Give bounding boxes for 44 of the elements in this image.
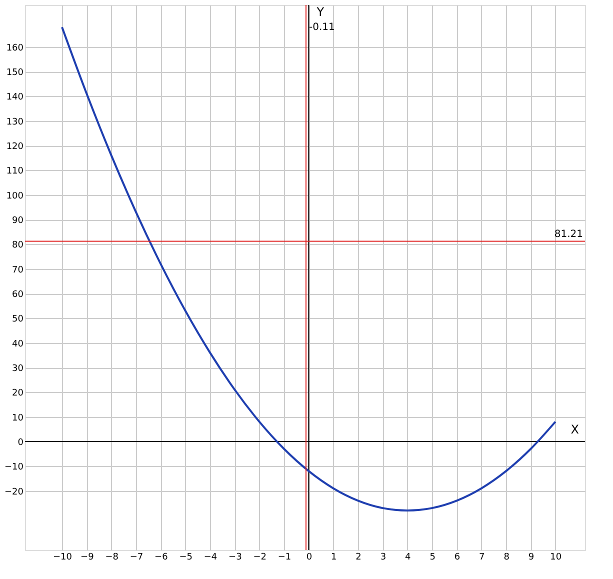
y-tick-label: 60 bbox=[12, 290, 24, 300]
x-tick-label: −7 bbox=[130, 552, 144, 562]
x-tick-label: 5 bbox=[430, 552, 436, 562]
x-tick-label: 3 bbox=[380, 552, 386, 562]
x-tick-label: 2 bbox=[356, 552, 362, 562]
x-tick-label: 0 bbox=[306, 552, 312, 562]
y-tick-label: 0 bbox=[18, 438, 24, 448]
x-tick-label: 9 bbox=[528, 552, 534, 562]
y-tick-label: 90 bbox=[12, 216, 24, 226]
y-tick-label: 150 bbox=[6, 68, 24, 78]
x-tick-label: −4 bbox=[204, 552, 218, 562]
x-tick-label: −1 bbox=[278, 552, 292, 562]
y-tick-label: 50 bbox=[12, 314, 24, 325]
y-tick-label: 110 bbox=[6, 166, 24, 177]
x-tick-label: −8 bbox=[105, 552, 119, 562]
ref-line-label: -0.11 bbox=[308, 22, 335, 33]
ref-line-label: 81.21 bbox=[554, 229, 583, 240]
x-tick-label: −2 bbox=[253, 552, 266, 562]
x-tick-label: 10 bbox=[550, 552, 562, 562]
y-tick-label: 120 bbox=[6, 142, 24, 152]
x-tick-label: −3 bbox=[228, 552, 242, 562]
y-tick-label: 10 bbox=[12, 413, 24, 424]
x-tick-label: 8 bbox=[504, 552, 510, 562]
x-tick-label: −6 bbox=[154, 552, 168, 562]
y-tick-label: 20 bbox=[12, 388, 24, 399]
x-tick-label: 4 bbox=[405, 552, 412, 562]
y-tick-label: 130 bbox=[6, 117, 24, 128]
y-tick-label: 30 bbox=[12, 364, 24, 374]
y-tick-label: 140 bbox=[6, 92, 24, 103]
x-tick-label: 1 bbox=[331, 552, 337, 562]
y-tick-label: 80 bbox=[12, 240, 24, 251]
x-axis-title: X bbox=[570, 422, 579, 436]
x-tick-label: −10 bbox=[53, 552, 72, 562]
y-tick-label: 70 bbox=[12, 265, 24, 276]
y-tick-label: 100 bbox=[6, 191, 24, 202]
x-tick-label: 7 bbox=[479, 552, 485, 562]
y-tick-label: −10 bbox=[4, 462, 24, 473]
y-axis-title: Y bbox=[316, 5, 325, 19]
y-tick-label: 40 bbox=[12, 339, 24, 350]
y-tick-label: −20 bbox=[4, 487, 24, 498]
x-tick-label: −9 bbox=[80, 552, 94, 562]
x-tick-label: −5 bbox=[179, 552, 192, 562]
x-tick-label: 6 bbox=[454, 552, 460, 562]
y-tick-label: 160 bbox=[6, 43, 24, 54]
